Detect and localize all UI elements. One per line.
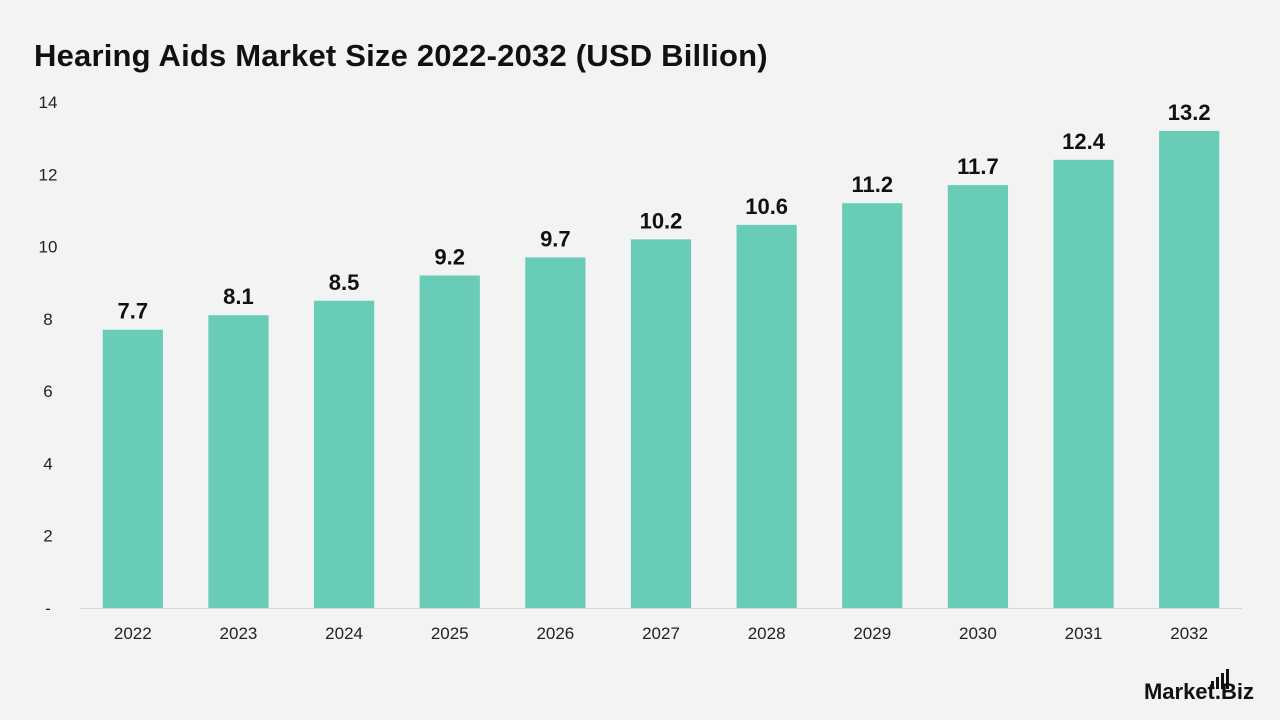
- bar-2027: [630, 239, 692, 609]
- y-tick-label: 8: [43, 310, 52, 329]
- data-label-2022: 7.7: [118, 299, 149, 324]
- y-tick-label: -: [45, 599, 51, 618]
- bar-2030: [947, 185, 1009, 608]
- y-tick-label: 4: [43, 454, 52, 473]
- x-axis: 2022 2023 2024 2025 2026 2027 2028 2029 2030 2031…: [80, 608, 1242, 643]
- bar-2026: [525, 257, 586, 608]
- data-label-2029: 11.2: [851, 172, 893, 197]
- y-tick-label: 6: [43, 382, 52, 401]
- x-tick-label-2032: 2032: [1170, 624, 1208, 643]
- x-tick-label-2028: 2028: [748, 624, 786, 643]
- bar-2023: [208, 315, 269, 608]
- bar-2031: [1053, 159, 1114, 609]
- bar-2028: [736, 224, 797, 608]
- bar-2022: [102, 329, 163, 608]
- bar-2029: [842, 203, 903, 608]
- data-label-2027: 10.2: [640, 208, 683, 233]
- x-tick-label-2025: 2025: [431, 624, 469, 643]
- logo-bars-icon: [1211, 669, 1229, 689]
- brand-name: Market.Biz: [1144, 679, 1254, 702]
- data-label-2024: 8.5: [329, 270, 360, 295]
- x-tick-label-2023: 2023: [220, 624, 258, 643]
- x-tick-label-2031: 2031: [1065, 624, 1103, 643]
- data-label-2023: 8.1: [223, 284, 254, 309]
- chart-title: Hearing Aids Market Size 2022-2032 (USD …: [34, 38, 768, 73]
- data-label-2026: 9.7: [540, 226, 571, 251]
- bars-group: [102, 130, 1220, 609]
- x-tick-label-2024: 2024: [325, 624, 363, 643]
- x-tick-label-2026: 2026: [536, 624, 574, 643]
- y-tick-label: 2: [43, 527, 52, 546]
- y-tick-label: 10: [39, 238, 58, 257]
- bar-2025: [419, 275, 480, 608]
- y-axis: - 2 4 6 8 10 12 14: [39, 93, 58, 618]
- data-label-2025: 9.2: [434, 244, 465, 269]
- data-label-2030: 11.7: [957, 154, 999, 179]
- x-tick-label-2027: 2027: [642, 624, 680, 643]
- data-label-2032: 13.2: [1168, 100, 1211, 125]
- y-tick-label: 12: [39, 165, 58, 184]
- x-tick-label-2030: 2030: [959, 624, 997, 643]
- data-label-2028: 10.6: [745, 194, 788, 219]
- y-tick-label: 14: [39, 93, 58, 112]
- brand-logo: Market.Biz: [1144, 669, 1254, 702]
- data-labels-group: 7.7 8.1 8.5 9.2 9.7 10.2 10.6 11.2 11.7 12.4 13.2: [118, 100, 1211, 324]
- x-tick-label-2022: 2022: [114, 624, 152, 643]
- bar-2024: [313, 300, 375, 608]
- x-tick-label-2029: 2029: [853, 624, 891, 643]
- data-label-2031: 12.4: [1062, 129, 1106, 154]
- bar-2032: [1159, 130, 1220, 608]
